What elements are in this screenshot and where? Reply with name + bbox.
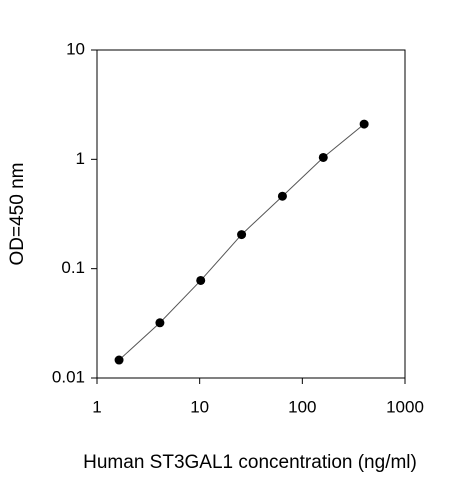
data-point xyxy=(277,191,287,201)
plot-frame xyxy=(96,49,406,379)
x-tick-label: 1 xyxy=(92,397,101,416)
x-tick-label: 1000 xyxy=(386,397,424,416)
y-tick-label: 10 xyxy=(66,39,85,58)
data-point xyxy=(237,230,247,240)
x-tick-label: 100 xyxy=(288,397,316,416)
data-point xyxy=(318,152,328,162)
data-point xyxy=(359,119,369,129)
data-point xyxy=(155,318,165,328)
y-tick-label: 0.1 xyxy=(61,258,85,277)
x-axis-title: Human ST3GAL1 concentration (ng/ml) xyxy=(83,452,417,473)
y-tick-label: 0.01 xyxy=(52,367,85,386)
data-point xyxy=(196,275,206,285)
x-tick-label: 10 xyxy=(190,397,209,416)
y-axis-title: OD=450 nm xyxy=(7,163,28,266)
data-point xyxy=(114,355,124,365)
y-tick-label: 1 xyxy=(76,149,85,168)
